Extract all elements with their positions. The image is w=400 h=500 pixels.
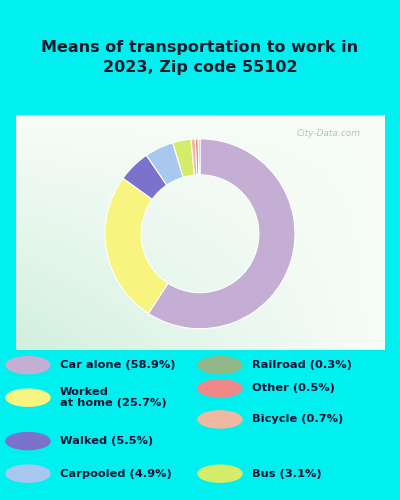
Wedge shape: [123, 156, 167, 200]
Text: Bicycle (0.7%): Bicycle (0.7%): [252, 414, 343, 424]
Text: Walked (5.5%): Walked (5.5%): [60, 436, 153, 446]
Circle shape: [6, 465, 50, 482]
Text: Means of transportation to work in
2023, Zip code 55102: Means of transportation to work in 2023,…: [42, 40, 358, 75]
Wedge shape: [173, 139, 194, 177]
Text: Railroad (0.3%): Railroad (0.3%): [252, 360, 352, 370]
Text: City-Data.com: City-Data.com: [297, 130, 361, 138]
Circle shape: [198, 380, 242, 397]
Text: Worked
at home (25.7%): Worked at home (25.7%): [60, 387, 167, 408]
Wedge shape: [146, 142, 183, 185]
Text: Car alone (58.9%): Car alone (58.9%): [60, 360, 176, 370]
Circle shape: [6, 432, 50, 450]
Circle shape: [6, 389, 50, 406]
Circle shape: [6, 356, 50, 374]
Circle shape: [198, 356, 242, 374]
Text: Bus (3.1%): Bus (3.1%): [252, 468, 322, 478]
Circle shape: [198, 411, 242, 428]
Text: Carpooled (4.9%): Carpooled (4.9%): [60, 468, 172, 478]
Text: Other (0.5%): Other (0.5%): [252, 384, 335, 394]
Wedge shape: [198, 138, 200, 175]
Circle shape: [198, 465, 242, 482]
Wedge shape: [195, 139, 199, 175]
Wedge shape: [105, 178, 168, 314]
Wedge shape: [148, 138, 295, 328]
Wedge shape: [191, 139, 197, 175]
